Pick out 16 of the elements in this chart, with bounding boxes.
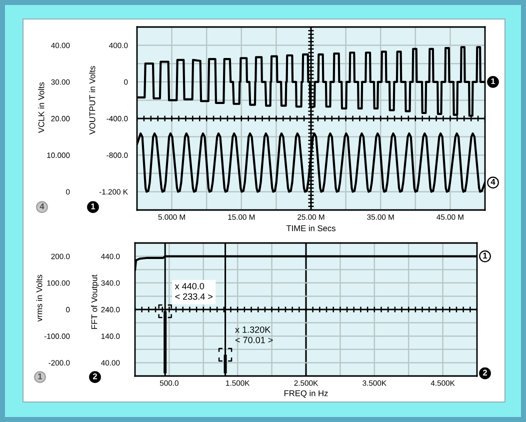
series-label: 1 — [483, 252, 488, 258]
series-label: 1 — [491, 78, 496, 84]
y-axis-title: FFT of Voutput — [91, 274, 99, 329]
y2-axis-title: vrms in Volts — [36, 274, 42, 322]
x-axis-title: FREQ in Hz — [284, 390, 328, 398]
annotation: x 1.320K < 70.01 > — [235, 326, 273, 344]
text: 1 — [38, 373, 42, 380]
text: 2 — [92, 373, 97, 380]
x-axis-title: TIME in Secs — [286, 225, 336, 232]
y2-axis-title: VCLK in Volts — [38, 82, 44, 133]
text: 1 — [91, 203, 96, 210]
annotation: x 440.0 < 233.4 > — [174, 282, 213, 300]
series-label: 4 — [490, 178, 496, 185]
y-axis-title: VOUTPUT in Volts — [89, 66, 96, 135]
text: 2 — [482, 370, 487, 376]
text: 4 — [40, 203, 44, 210]
